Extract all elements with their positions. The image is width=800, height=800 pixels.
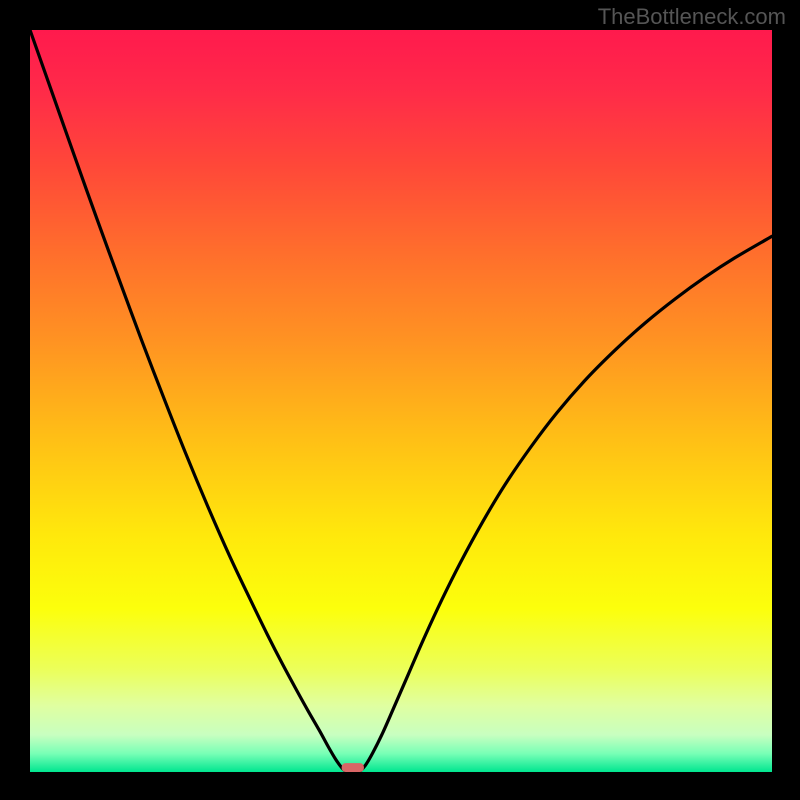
plot-background-gradient — [30, 30, 772, 772]
bottleneck-marker — [342, 763, 364, 772]
watermark-text: TheBottleneck.com — [598, 4, 786, 30]
bottleneck-chart — [0, 0, 800, 800]
marker-pill — [342, 763, 364, 772]
